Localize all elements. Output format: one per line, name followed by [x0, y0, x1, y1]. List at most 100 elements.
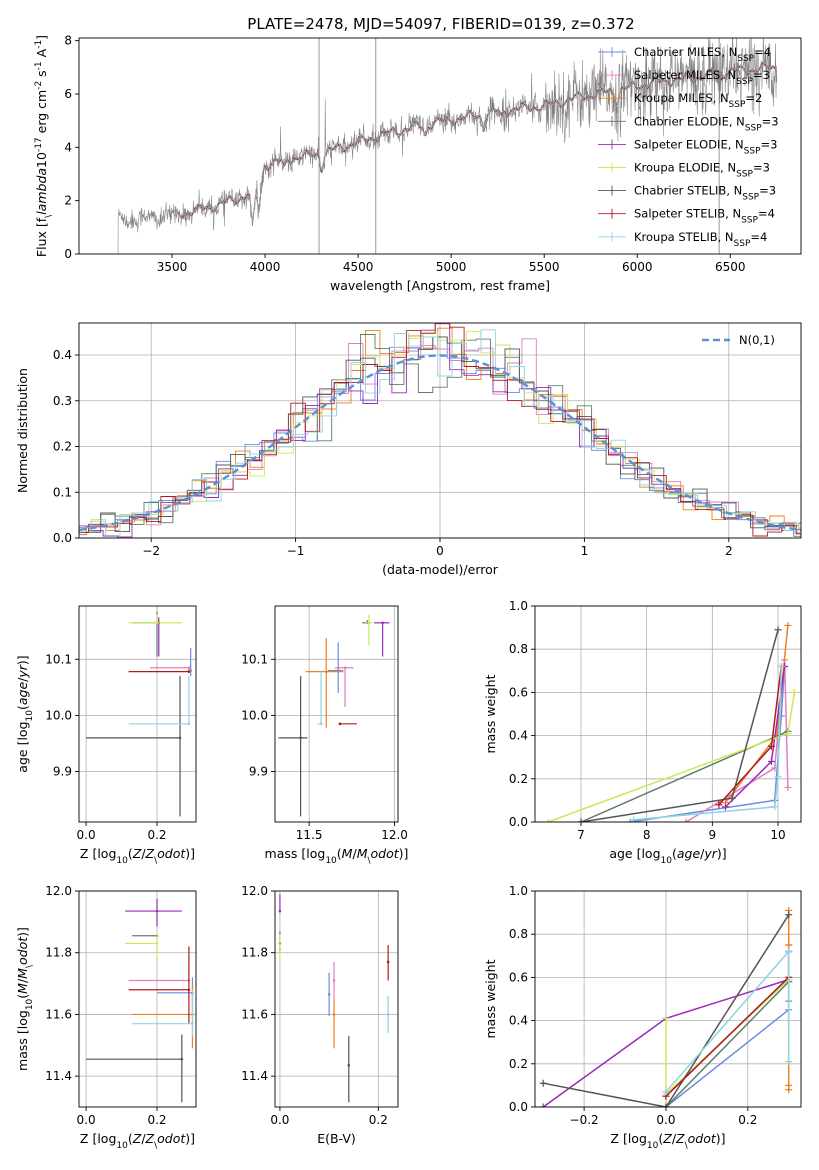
model-spectrum-line [183, 63, 777, 222]
x-tick-label: 9 [709, 828, 717, 842]
y-tick-label: 0.3 [53, 394, 72, 408]
y-tick-label: 0.1 [53, 485, 72, 499]
x-tick-label: 2 [725, 544, 733, 558]
label-part: M [15, 968, 30, 979]
data-point [155, 909, 159, 913]
label-part: =3 [761, 137, 778, 151]
label-part: M [15, 983, 30, 994]
label-part: =3 [759, 184, 776, 198]
x-tick-label: 12.0 [381, 828, 408, 842]
plot-area-age_vs_mass [278, 614, 390, 817]
x-tick-label: −0.2 [570, 1113, 599, 1127]
x-tick-label: 0.2 [147, 1113, 166, 1127]
label-part: Z [132, 1131, 142, 1146]
label-part: / [15, 677, 30, 682]
x-axis-label: age [log10(age/yr)] [609, 846, 726, 866]
label-part: Chabrier STELIB, N [634, 184, 742, 198]
label-part: 10 [325, 856, 337, 866]
x-tick-label: 7 [577, 828, 585, 842]
label-part: lambda [34, 168, 49, 215]
label-part: )] [716, 1131, 726, 1146]
x-tick-label: 0.0 [77, 828, 96, 842]
label-part: Normed distribution [15, 368, 30, 493]
label-part: Z [log [610, 1131, 646, 1146]
y-tick-label: 10.1 [45, 652, 72, 666]
axes-frame-age_vs_Z: 0.0 0.29.910.010.1Z [log10(Z/Z\odot)]age … [15, 605, 197, 866]
mass-weight-marker [790, 688, 798, 696]
label-part: -2 [34, 81, 44, 90]
mass-weight-marker [771, 764, 779, 772]
y-tick-label: 11.8 [45, 946, 72, 960]
label-part: / [141, 1131, 146, 1146]
label-part: mass [log [265, 846, 326, 861]
label-part: ( [337, 846, 342, 861]
label-part: s [34, 70, 49, 81]
axes-frame [274, 605, 399, 823]
y-tick-label: 11.8 [241, 946, 268, 960]
y-tick-label: 0.8 [509, 642, 528, 656]
mass-weight-marker [662, 1014, 670, 1022]
data-point [187, 666, 191, 670]
label-part: / [700, 846, 705, 861]
label-part: N(0,1) [739, 333, 775, 347]
y-tick-label: 0.6 [509, 970, 528, 984]
axes-frame [78, 605, 197, 823]
label-part: wavelength [Angstrom, rest frame] [330, 278, 550, 293]
label-part: ( [658, 1131, 663, 1146]
x-tick-label: 0 [436, 544, 444, 558]
label-part: )] [185, 846, 195, 861]
axes-frame-mass_vs_EBV: 0.0 0.2 11.4 11.6 11.8 12.0 E(B-V) [241, 884, 399, 1146]
label-part: odot [157, 1131, 186, 1146]
y-tick-label: 11.6 [45, 1007, 72, 1021]
y-tick-label: 11.4 [241, 1069, 268, 1083]
mass-weight-marker [682, 818, 690, 822]
data-point [187, 988, 191, 992]
axes-frame-mass_weight_vs_Z: −0.2 0.0 0.20.00.20.40.60.81.0Z [log10(Z/Z… [483, 884, 802, 1151]
y-tick-label: 11.4 [45, 1069, 72, 1083]
axes-frame [534, 605, 802, 823]
x-tick-label: 0.0 [77, 1113, 96, 1127]
panel-residuals: −2 −1 0 1 2 0.0 0.1 0.2 0.3 0.4 (data-model)/error… [15, 322, 802, 577]
label-part: / [352, 846, 357, 861]
label-part: ( [128, 1131, 133, 1146]
y-axis-label: Flux [f\lambda10-17 erg cm-2 s-1 A-1] [34, 35, 54, 257]
mass-weight-line [665, 951, 790, 1107]
x-tick-label: 6000 [622, 260, 653, 274]
label-part: )] [15, 655, 30, 665]
label-part: SSP [741, 216, 758, 226]
y-tick-label: 12.0 [241, 884, 268, 898]
label-part: SSP [745, 123, 762, 133]
label-part: erg cm [34, 90, 49, 138]
label-part: 10 [116, 856, 128, 866]
mass-weight-marker [785, 947, 793, 955]
label-part: 10 [661, 856, 673, 866]
data-point [178, 736, 182, 740]
mass-weight-line [543, 914, 790, 1107]
y-tick-label: 10.1 [241, 652, 268, 666]
axes-frame-spectrum: 3500 4000 4500 5000 5500 6000 6500 0 2 4 6 8 wavelen… [34, 34, 802, 293]
y-tick-label: 11.6 [241, 1007, 268, 1021]
legend-entry-label: Salpeter MILES, NSSP=3 [634, 68, 770, 87]
legend-entry-label: Kroupa MILES, NSSP=2 [634, 91, 762, 110]
y-tick-label: 1.0 [509, 884, 528, 898]
label-part: \ [367, 856, 371, 866]
mass-weight-line [665, 981, 790, 1107]
label-part: M [342, 846, 353, 861]
label-part: yr [15, 664, 30, 678]
x-tick-label: 11.5 [296, 828, 323, 842]
label-part: Z [log [80, 1131, 116, 1146]
x-tick-label: 0.2 [369, 1113, 388, 1127]
mass-weight-marker [785, 941, 793, 949]
label-part: Z [log [80, 846, 116, 861]
observed-spectrum-line [117, 38, 778, 254]
data-point [187, 722, 191, 726]
label-part: / [15, 978, 30, 983]
label-part: mass weight [483, 674, 498, 753]
label-part: SSP [737, 54, 754, 64]
data-point [180, 1057, 184, 1061]
data-point [191, 1022, 194, 1025]
legend-entry-label: Salpeter STELIB, NSSP=4 [634, 207, 775, 226]
data-point [347, 1064, 351, 1067]
